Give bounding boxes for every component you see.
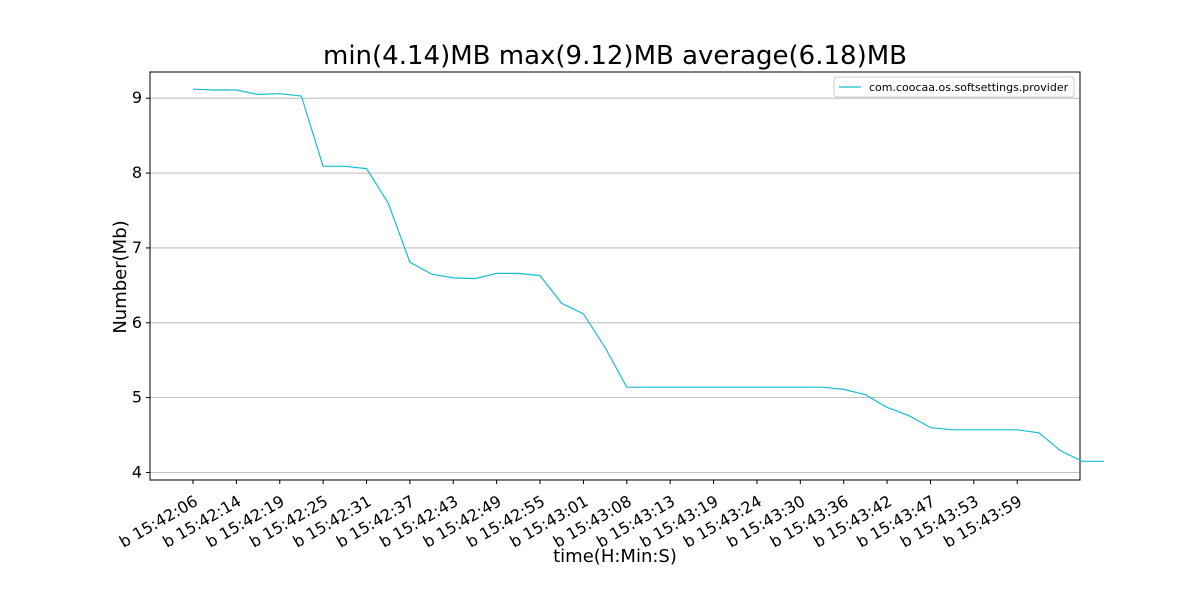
y-tick-label: 9 xyxy=(132,88,142,107)
legend-box xyxy=(833,76,1075,98)
series-line xyxy=(192,88,1104,462)
y-axis: 4 5 6 7 8 9 xyxy=(132,88,150,482)
y-tick-label: 6 xyxy=(132,313,142,332)
y-tick-label: 4 xyxy=(132,463,142,482)
y-tick-label: 8 xyxy=(132,163,142,182)
y-tick-label: 7 xyxy=(132,238,142,257)
x-axis-label: time(H:Min:S) xyxy=(553,546,677,567)
grid-lines xyxy=(150,97,1080,473)
y-tick-label: 5 xyxy=(132,388,142,407)
plot-area-frame xyxy=(149,71,1081,481)
chart-title: min(4.14)MB max(9.12)MB average(6.18)MB xyxy=(323,41,907,71)
x-axis: b 15:42:06b 15:42:14b 15:42:19b 15:42:25… xyxy=(116,480,1025,551)
y-axis-label: Number(Mb) xyxy=(110,220,131,333)
legend-label: com.coocaa.os.softsettings.provider xyxy=(869,81,1069,94)
legend: com.coocaa.os.softsettings.provider xyxy=(833,76,1075,98)
